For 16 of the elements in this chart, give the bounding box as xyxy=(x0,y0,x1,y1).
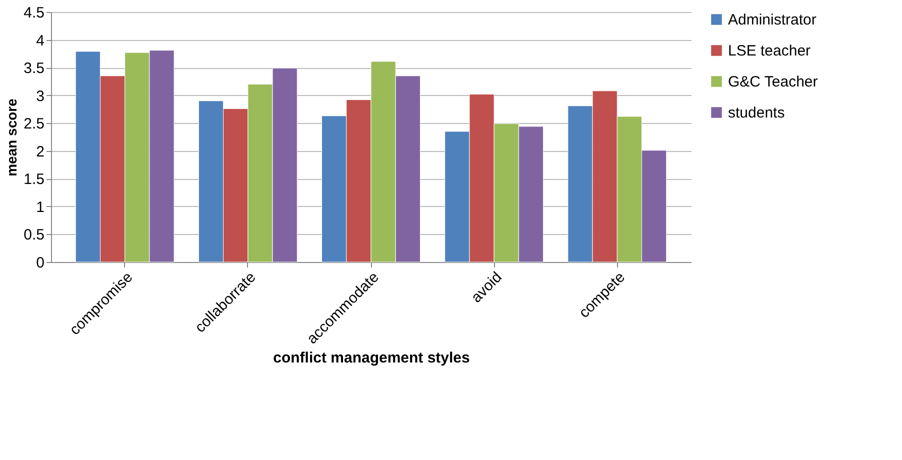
y-axis-title: mean score xyxy=(4,98,20,176)
legend-label: students xyxy=(728,104,785,122)
y-tick-label: 0.5 xyxy=(24,226,44,244)
legend-label: LSE teacher xyxy=(728,42,811,60)
y-tick-label: 2 xyxy=(36,143,44,160)
y-tick-label: 2.5 xyxy=(24,116,44,133)
y-tick-label: 3.5 xyxy=(24,60,44,78)
y-tick-label: 4 xyxy=(36,32,44,50)
y-tick-label: 1 xyxy=(36,198,44,216)
y-tick-label: 1.5 xyxy=(24,171,44,188)
legend-label: G&C Teacher xyxy=(728,74,818,90)
legend-label: Administrator xyxy=(728,12,816,28)
y-tick-label: 4.5 xyxy=(24,4,44,22)
y-tick-label: 3 xyxy=(36,88,44,105)
x-axis-title: conflict management styles xyxy=(273,350,470,367)
y-tick-label: 0 xyxy=(36,254,44,272)
